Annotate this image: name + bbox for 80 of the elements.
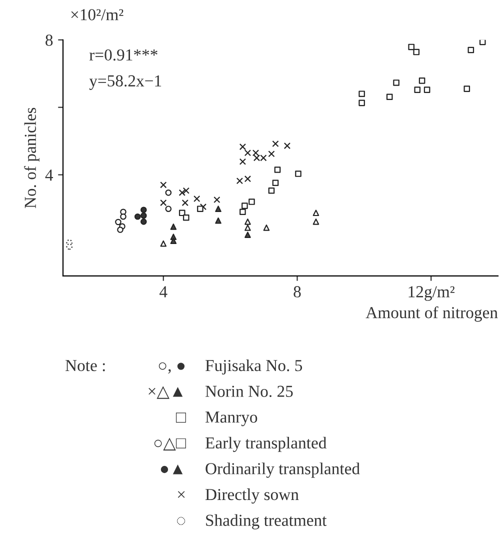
point (358, 90, 365, 97)
point (263, 224, 270, 231)
point (268, 187, 275, 194)
point (358, 100, 365, 106)
point (194, 195, 200, 202)
point (479, 40, 486, 46)
point (165, 190, 172, 196)
point (268, 150, 275, 158)
text: ×10²/m² (71, 9, 124, 20)
text: Directly sown (205, 488, 299, 504)
point (140, 218, 147, 225)
point (236, 178, 244, 184)
point (160, 240, 167, 247)
point (468, 46, 474, 54)
point (272, 140, 279, 148)
point (215, 206, 222, 212)
text: Early transplanted (205, 436, 327, 452)
point (408, 44, 414, 50)
point (134, 213, 141, 220)
point (393, 80, 400, 86)
x-tick-label: 8 (294, 286, 301, 298)
y-axis-title: No. of panicles (24, 108, 40, 208)
point (178, 189, 186, 196)
point (464, 86, 470, 92)
point (418, 78, 426, 84)
point (274, 166, 281, 173)
text: Shading treatment (206, 514, 327, 530)
text: Norin No. 25 (205, 386, 293, 398)
point (312, 218, 320, 225)
point (140, 212, 147, 219)
annotation: y=58.2x−1 (89, 75, 162, 90)
point (248, 198, 255, 205)
text: □ (176, 412, 186, 423)
point (244, 218, 251, 225)
text: × (178, 491, 185, 498)
point (413, 48, 420, 56)
point (284, 142, 291, 150)
point (182, 199, 188, 206)
point (120, 213, 126, 220)
point (244, 232, 251, 238)
point (115, 218, 122, 226)
point (182, 187, 190, 194)
point (178, 210, 186, 216)
point (182, 214, 190, 221)
point (170, 238, 177, 244)
annotation: r=0.91*** (89, 49, 158, 61)
text: Ordinarily transplanted (206, 462, 360, 478)
text: Fujisaka No. 5 (205, 359, 302, 375)
point (200, 203, 207, 210)
point (160, 199, 167, 206)
point (170, 224, 177, 230)
text: ◌ (176, 516, 186, 526)
point (386, 94, 393, 100)
point (312, 210, 320, 216)
point (272, 180, 279, 186)
point (117, 226, 124, 233)
x-tick-label: 4 (160, 286, 168, 298)
point (239, 158, 246, 165)
point (424, 86, 430, 93)
text: Note : (65, 360, 105, 372)
text: Manryo (205, 412, 258, 426)
point (165, 206, 172, 212)
point (214, 196, 220, 204)
point (240, 208, 246, 216)
x-tick-label: 12g/m² (408, 286, 454, 301)
text: ●▲ (160, 464, 183, 474)
point (295, 170, 302, 177)
point (197, 206, 204, 212)
text: ○△□ (154, 438, 186, 450)
point (239, 143, 246, 150)
text: ×△▲ (148, 386, 183, 399)
x-axis-title: Amount of nitrogen (366, 306, 498, 322)
point (140, 206, 147, 214)
point (414, 86, 421, 93)
text: ○, ● (158, 362, 185, 374)
point (244, 224, 251, 231)
point (244, 176, 252, 182)
point (242, 202, 248, 209)
point (160, 182, 167, 188)
point (215, 218, 222, 224)
